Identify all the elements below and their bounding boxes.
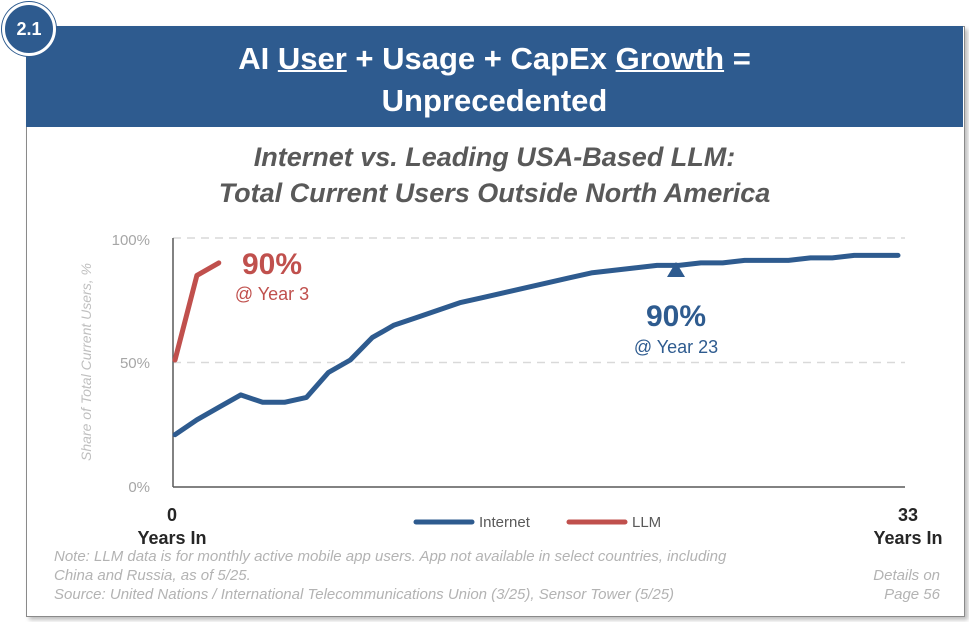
footnote-source: Source: United Nations / International T…	[54, 586, 675, 603]
series-line-internet	[172, 252, 901, 438]
footnote: Note: LLM data is for monthly active mob…	[54, 547, 726, 604]
internet-annotation-marker	[667, 262, 685, 277]
title-part: AI	[238, 41, 278, 76]
series-line-llm	[172, 260, 222, 363]
gridlines	[173, 237, 905, 364]
x-end-sub: Years In	[873, 528, 942, 548]
y-tick-label-100: 100%	[112, 232, 150, 249]
title-part-underlined: Growth	[615, 41, 725, 76]
details-line-2: Page 56	[884, 586, 940, 603]
legend-label-internet: Internet	[479, 514, 531, 531]
x-start-sub: Years In	[137, 528, 206, 548]
x-start-tick: 0	[167, 505, 177, 525]
details-reference: Details on Page 56	[820, 566, 940, 604]
title-line-2: Unprecedented	[381, 83, 608, 118]
y-tick-label-50: 50%	[120, 355, 150, 372]
title-part-underlined: User	[277, 41, 347, 76]
title-banner	[26, 26, 963, 127]
chart-title: Internet vs. Leading USA-Based LLM: Tota…	[26, 139, 963, 211]
x-end-tick: 33	[898, 505, 918, 525]
title-line-1: AI User + Usage + CapEx Growth =	[26, 38, 963, 80]
chart-title-line-2: Total Current Users Outside North Americ…	[218, 178, 771, 208]
chart-title-line-1: Internet vs. Leading USA-Based LLM:	[253, 142, 736, 172]
internet-annotation-value: 90%	[646, 300, 706, 333]
title-part: + Usage + CapEx	[346, 41, 616, 76]
footnote-line-2: China and Russia, as of 5/25.	[54, 567, 251, 584]
llm-annotation-value: 90%	[242, 248, 302, 281]
footnote-line-1: Note: LLM data is for monthly active mob…	[54, 548, 727, 565]
legend-label-llm: LLM	[632, 514, 661, 531]
section-badge: 2.1	[2, 2, 56, 56]
y-axis-label: Share of Total Current Users, %	[78, 263, 94, 461]
y-tick-label-0: 0%	[128, 479, 150, 496]
internet-annotation-sub: @ Year 23	[634, 337, 718, 357]
llm-annotation-sub: @ Year 3	[235, 284, 309, 304]
slide-title: AI User + Usage + CapEx Growth = Unprece…	[26, 38, 963, 122]
title-part: =	[724, 41, 751, 76]
details-line-1: Details on	[873, 567, 940, 584]
